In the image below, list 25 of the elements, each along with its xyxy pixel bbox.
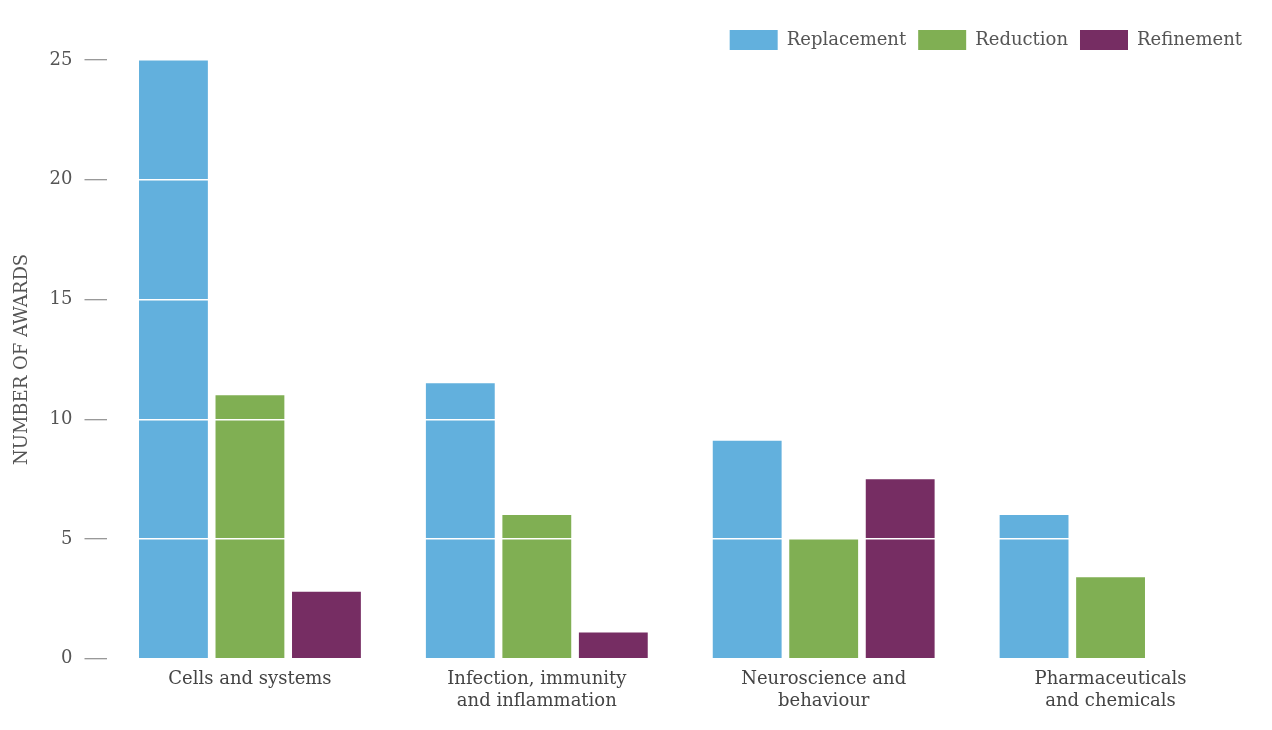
bar [215, 395, 285, 659]
bar [139, 60, 208, 659]
y-tick-label: 0 [61, 646, 73, 668]
y-tick-label: 25 [49, 47, 73, 69]
y-tick-label: 5 [61, 526, 73, 548]
bar [578, 632, 648, 659]
legend-label: Replacement [786, 27, 907, 49]
legend-label: Refinement [1137, 27, 1243, 49]
y-tick-label: 20 [49, 167, 73, 189]
bar [999, 515, 1069, 659]
bar [502, 515, 572, 659]
bar [292, 591, 361, 659]
bar [712, 440, 782, 659]
y-axis-title: NUMBER OF AWARDS [10, 253, 32, 465]
bar [865, 479, 935, 659]
bar [789, 539, 859, 659]
x-tick-label: Infection, immunity and inflammation [447, 667, 628, 710]
bar [1076, 577, 1145, 659]
x-tick-label: Neuroscience and behaviour [741, 667, 907, 710]
bar [425, 383, 495, 659]
legend-label: Reduction [975, 27, 1069, 49]
y-tick-label: 10 [49, 406, 73, 428]
y-tick-label: 15 [49, 287, 73, 309]
x-tick-label: Pharmaceuticals and chemicals [1034, 667, 1187, 710]
x-tick-label: Cells and systems [168, 667, 332, 689]
